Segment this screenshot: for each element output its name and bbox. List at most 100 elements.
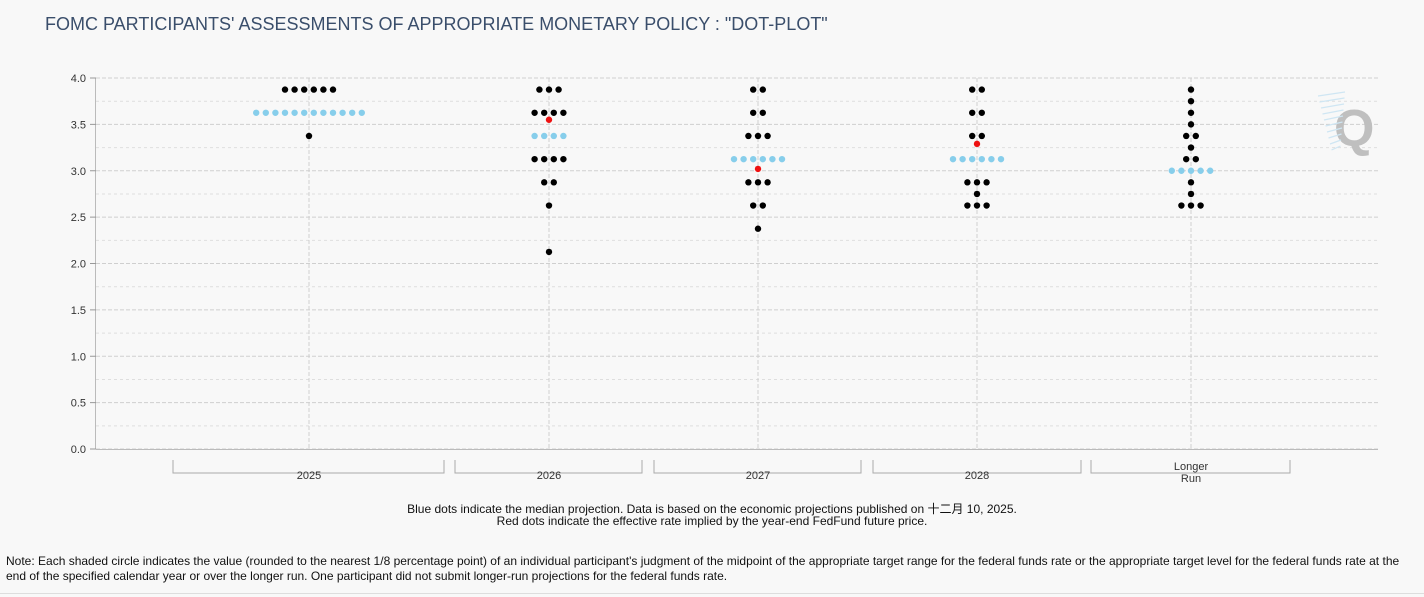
median-dot bbox=[969, 155, 976, 163]
participant-dot bbox=[754, 225, 762, 232]
dot-layer bbox=[253, 86, 1214, 256]
watermark-stripe bbox=[1323, 115, 1344, 121]
category-bracket bbox=[872, 460, 1082, 474]
y-tick-label: 1.5 bbox=[71, 305, 86, 317]
category-bracket bbox=[1090, 460, 1291, 474]
median-dot bbox=[541, 132, 548, 140]
participant-dot bbox=[764, 179, 771, 186]
median-dot bbox=[1187, 167, 1195, 174]
category-bracket bbox=[454, 460, 643, 474]
participant-dot bbox=[541, 109, 548, 116]
category-label: 2027 bbox=[746, 470, 770, 482]
median-dot bbox=[759, 155, 766, 163]
median-dot bbox=[988, 155, 995, 163]
participant-dot bbox=[1187, 109, 1195, 116]
median-dot bbox=[329, 109, 337, 116]
median-dot bbox=[339, 109, 346, 116]
participant-dot bbox=[1187, 121, 1195, 128]
median-dot bbox=[560, 132, 567, 140]
y-tick-label: 3.0 bbox=[71, 166, 86, 178]
participant-dot bbox=[969, 132, 976, 140]
participant-dot bbox=[1197, 202, 1204, 209]
median-dot bbox=[769, 155, 776, 163]
median-dot bbox=[281, 109, 289, 116]
participant-dot bbox=[550, 155, 557, 163]
participant-dot bbox=[964, 179, 971, 186]
participant-dot bbox=[983, 179, 990, 186]
participant-dot bbox=[1187, 97, 1195, 105]
watermark-stripe bbox=[1325, 121, 1343, 127]
median-dot bbox=[550, 132, 557, 140]
median-dot bbox=[1178, 167, 1185, 174]
participant-dot bbox=[978, 132, 985, 140]
median-dot bbox=[272, 109, 279, 116]
y-tick-label: 3.5 bbox=[71, 119, 86, 131]
participant-dot bbox=[281, 86, 289, 93]
y-axis: 0.0 0.5 1.0 1.5 2.0 2.5 3.0 3.5 4.0 bbox=[71, 73, 96, 456]
y-tick-label: 1.0 bbox=[71, 351, 86, 363]
participant-dot bbox=[320, 86, 327, 93]
median-dot bbox=[320, 109, 327, 116]
participant-dot bbox=[759, 109, 766, 116]
participant-dot bbox=[1187, 86, 1195, 93]
participant-dot bbox=[750, 202, 757, 209]
watermark-stripe bbox=[1322, 109, 1344, 115]
participant-dot bbox=[983, 202, 990, 209]
participant-dot bbox=[1187, 144, 1195, 151]
median-dot bbox=[997, 155, 1005, 163]
participant-dot bbox=[541, 179, 548, 186]
participant-dot bbox=[745, 179, 752, 186]
median-dot bbox=[959, 155, 966, 163]
watermark-stripe bbox=[1329, 139, 1342, 145]
participant-dot bbox=[541, 155, 548, 163]
median-dot bbox=[358, 109, 365, 116]
watermark-stripe bbox=[1319, 97, 1345, 103]
participant-dot bbox=[973, 179, 981, 186]
participant-dot bbox=[310, 86, 317, 93]
caption-median: Blue dots indicate the median projection… bbox=[407, 502, 1017, 516]
y-tick-label: 2.5 bbox=[71, 212, 86, 224]
participant-dot bbox=[301, 86, 308, 93]
implied-rate-dot bbox=[754, 165, 762, 173]
participant-dot bbox=[560, 155, 567, 163]
participant-dot bbox=[1183, 132, 1190, 140]
participant-dot bbox=[1187, 179, 1195, 186]
watermark-stripe bbox=[1320, 103, 1345, 109]
y-tick-label: 0.5 bbox=[71, 398, 86, 410]
participant-dot bbox=[550, 109, 557, 116]
participant-dot bbox=[305, 132, 313, 140]
participant-dot bbox=[978, 86, 985, 93]
y-tick-label: 0.0 bbox=[71, 444, 86, 456]
category-label: 2025 bbox=[297, 470, 321, 482]
participant-dot bbox=[754, 179, 762, 186]
participant-dot bbox=[754, 132, 762, 140]
grid-lines bbox=[95, 77, 1378, 450]
median-dot bbox=[778, 155, 786, 163]
participant-dot bbox=[1187, 202, 1195, 209]
participant-dot bbox=[750, 109, 757, 116]
median-dot bbox=[978, 155, 985, 163]
watermark-stripe bbox=[1326, 127, 1343, 133]
participant-dot bbox=[545, 248, 553, 256]
median-dot bbox=[740, 155, 747, 163]
participant-dot bbox=[759, 202, 766, 209]
category-label: 2028 bbox=[965, 470, 989, 482]
participant-dot bbox=[973, 202, 981, 209]
watermark-stripe bbox=[1317, 91, 1346, 97]
participant-dot bbox=[560, 109, 567, 116]
y-tick-label: 4.0 bbox=[71, 73, 86, 85]
participant-dot bbox=[1192, 132, 1200, 140]
watermark-stripe bbox=[1328, 133, 1342, 139]
participant-dot bbox=[531, 109, 538, 116]
median-dot bbox=[310, 109, 317, 116]
participant-dot bbox=[550, 179, 557, 186]
median-dot bbox=[291, 109, 298, 116]
category-label: Longer bbox=[1174, 461, 1209, 473]
median-dot bbox=[349, 109, 356, 116]
participant-dot bbox=[745, 132, 752, 140]
median-dot bbox=[1207, 167, 1214, 174]
median-dot bbox=[750, 155, 757, 163]
category-bracket bbox=[653, 460, 862, 474]
participant-dot bbox=[329, 86, 337, 93]
